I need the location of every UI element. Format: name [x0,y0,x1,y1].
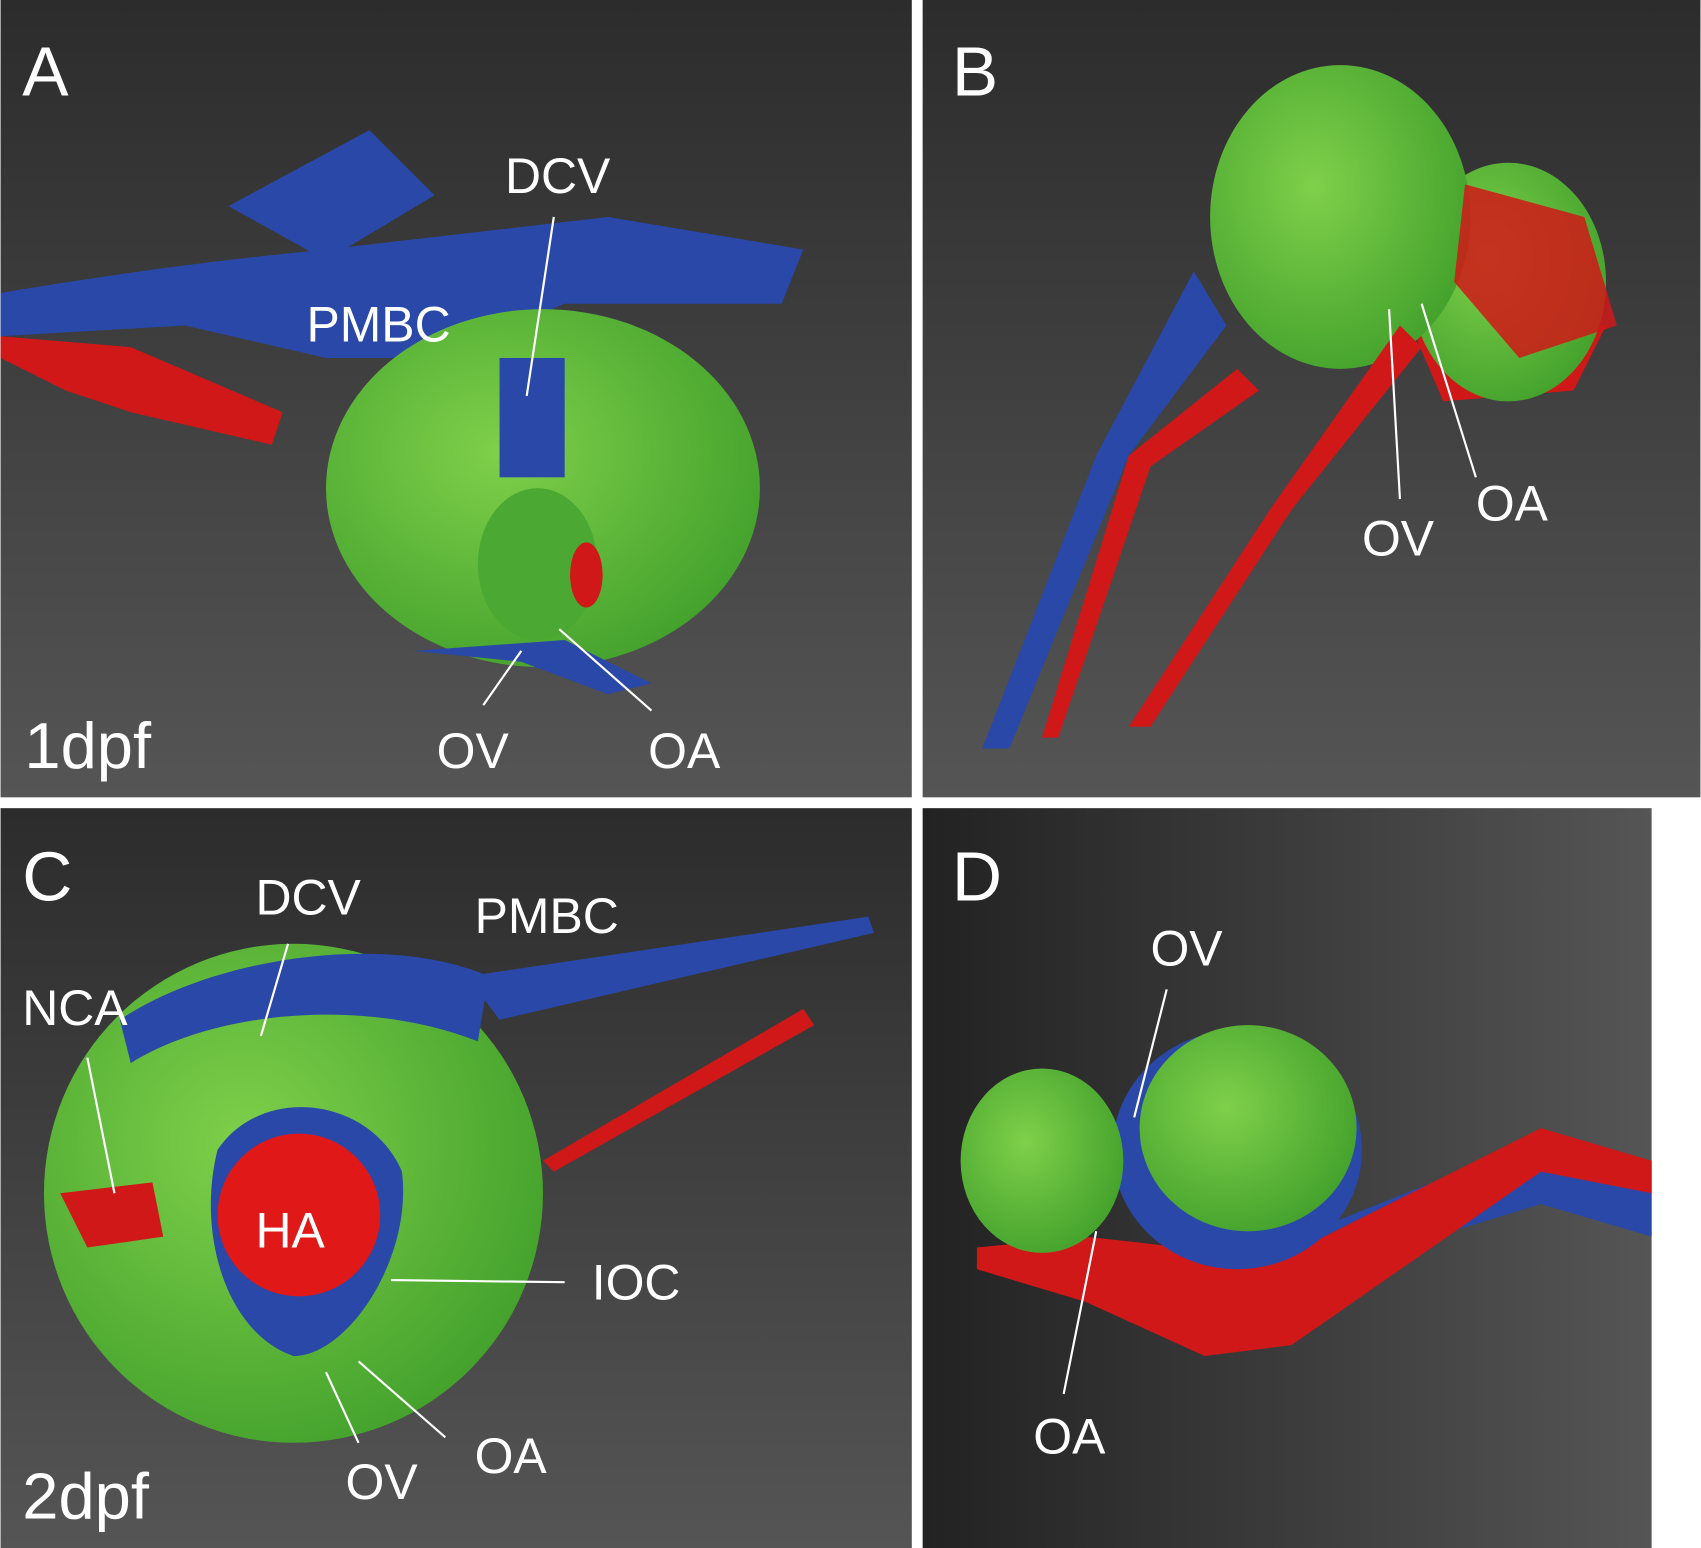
label: OA [475,1428,548,1484]
panel-a: A DCV PMBC OV OA 1dpf [0,0,912,798]
vessel-blue [982,271,1227,749]
leader-line [1388,309,1402,500]
label: DCV [255,869,361,925]
panel-letter: D [952,837,1002,915]
panel-c: C DCV PMBC NCA HA IOC OV OA 2dpf [0,808,912,1548]
label: HA [255,1203,325,1259]
vessel-red [0,336,283,445]
vessel-red [60,1182,164,1248]
eye-green [1139,1025,1357,1232]
label: DCV [505,148,611,204]
label: OA [648,723,721,779]
vessel-red [217,1133,381,1297]
vessel-blue [467,916,874,1020]
panel-b: B OV OA [922,0,1701,798]
leader-line [482,650,523,706]
stage-label: 2dpf [22,1460,150,1533]
label: PMBC [306,297,450,353]
label: OV [346,1454,419,1510]
vessel-blue [0,216,804,358]
vessel-red [570,542,603,608]
leader-line [558,628,653,712]
panel-letter: A [22,32,69,110]
label: OV [437,723,510,779]
label: OV [1150,920,1223,976]
leader-line [1420,303,1477,478]
eye-green [326,309,760,668]
lens-green [477,488,598,641]
vessel-red [1128,325,1422,727]
vessel-red [1041,368,1259,738]
panel-d: D OV OA [922,808,1652,1548]
leader-line [86,1057,116,1194]
vessel-red [1454,184,1617,358]
label: PMBC [475,888,619,944]
vessel-blue [119,953,489,1064]
eye-green [1210,65,1471,369]
panel-letter: C [22,837,72,915]
leader-line [525,216,555,397]
stage-label: 1dpf [24,709,152,782]
leader-line [1062,1231,1098,1395]
leader-line [259,943,290,1037]
vessel-blue [412,640,652,695]
label: NCA [22,980,128,1036]
vessel-blue [499,357,565,478]
leader-line [391,1278,565,1284]
label: IOC [592,1255,681,1311]
vessel-blue [228,130,435,261]
label: OA [1033,1409,1106,1465]
panel-letter: B [952,32,998,110]
leader-line [357,1360,447,1439]
label: OV [1362,510,1435,566]
label: OA [1476,476,1549,532]
eye-green [960,1068,1124,1253]
vessel-red [542,1008,815,1172]
leader-line [1133,989,1168,1118]
leader-line [325,1371,360,1444]
